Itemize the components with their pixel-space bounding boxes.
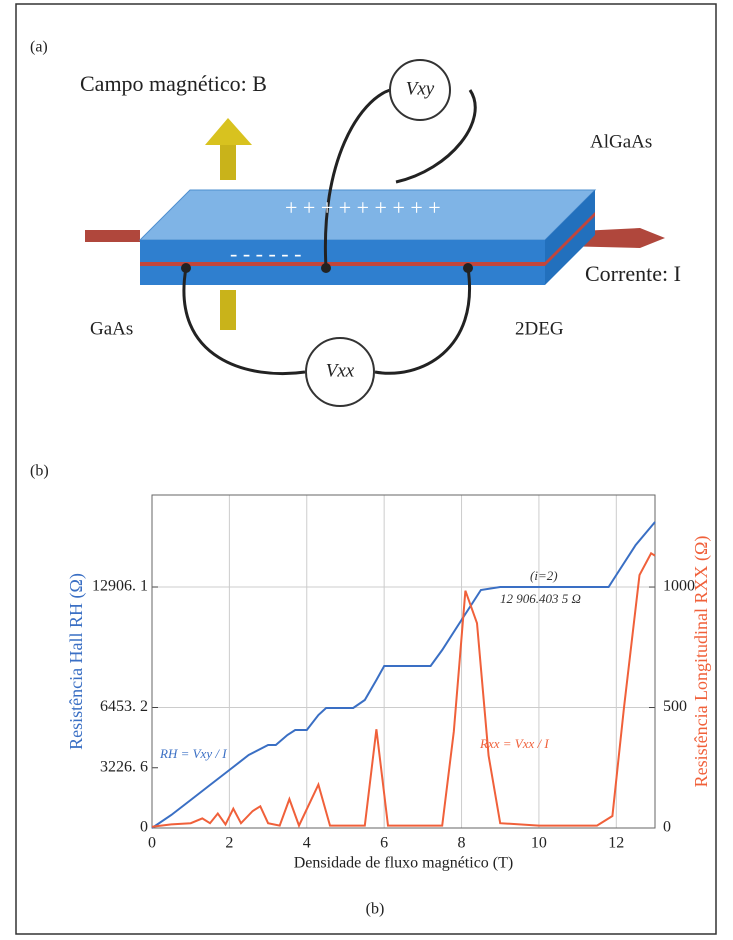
- algaas-label: AlGaAs: [590, 131, 652, 152]
- x-tick-label: 4: [303, 835, 311, 852]
- y-tick-label: 0: [140, 819, 148, 836]
- y2-tick-label: 0: [663, 819, 671, 836]
- annotation: 12 906.403 5 Ω: [500, 591, 581, 606]
- data-line: [151, 521, 656, 829]
- y2-axis-label: Resistência Longitudinal RXX (Ω): [691, 536, 712, 788]
- plot-frame: [151, 494, 656, 829]
- y2-tick-label: 500: [663, 698, 687, 715]
- x-axis-label: Densidade de fluxo magnético (T): [294, 855, 513, 872]
- x-tick-label: 10: [531, 835, 547, 852]
- vxy-label: Vxy: [406, 78, 435, 99]
- x-tick-label: 12: [608, 835, 624, 852]
- y-tick-label: 3226. 6: [100, 758, 148, 775]
- frame: [15, 3, 717, 935]
- caption: (b): [366, 901, 385, 918]
- field-label: Campo magnético: B: [80, 71, 267, 96]
- annotation: RH = Vxy / I: [159, 746, 227, 761]
- annotation: Rxx = Vxx / I: [479, 736, 549, 751]
- x-tick-label: 0: [148, 835, 156, 852]
- plus-charges: + + + + + + + + +: [285, 195, 441, 220]
- y-axis-label: Resistência Hall RH (Ω): [66, 573, 87, 750]
- hall-device: [85, 59, 665, 407]
- 2deg-label: 2DEG: [515, 318, 564, 339]
- y-tick-label: 6453. 2: [100, 698, 148, 715]
- x-tick-label: 8: [458, 835, 466, 852]
- x-tick-label: 2: [225, 835, 233, 852]
- minus-charges: - - - - - -: [230, 241, 301, 266]
- annotation: (i=2): [530, 568, 558, 583]
- y-tick-label: 12906. 1: [92, 578, 148, 595]
- vxx-label: Vxx: [326, 360, 355, 381]
- gaas-label: GaAs: [90, 318, 133, 339]
- panel-label: (a): [30, 39, 48, 56]
- x-tick-label: 6: [380, 835, 388, 852]
- data-line: [151, 551, 656, 829]
- y2-tick-label: 1000: [663, 578, 695, 595]
- current-label: Corrente: I: [585, 261, 681, 286]
- chart-panel-label: (b): [30, 463, 49, 480]
